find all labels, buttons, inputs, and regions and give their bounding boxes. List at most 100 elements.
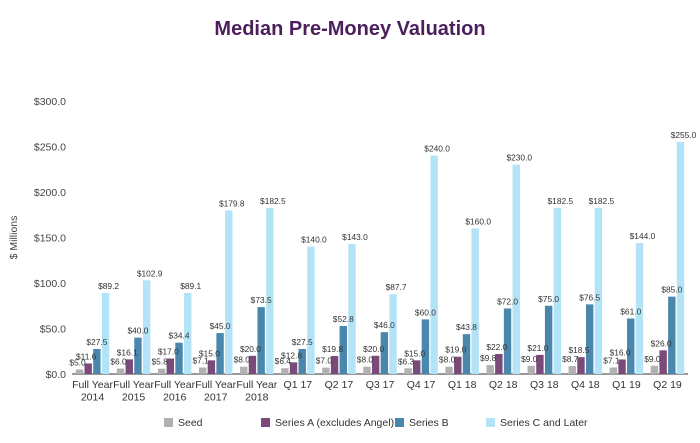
bar-1-1 — [125, 359, 133, 374]
y-tick-label: $50.0 — [40, 324, 66, 336]
bar-0-2 — [157, 368, 166, 374]
x-tick-label: Q2 18 — [489, 379, 518, 391]
bar-value-label: $40.0 — [127, 326, 148, 336]
legend-swatch — [261, 418, 270, 427]
bar-value-label: $20.0 — [363, 344, 384, 354]
legend-label: Seed — [178, 417, 203, 429]
bar-3-5 — [307, 246, 315, 374]
x-tick-label-line: Q4 18 — [571, 379, 600, 391]
bar-3-10 — [512, 164, 520, 374]
bar-value-label: $8.7 — [562, 354, 579, 364]
x-tick-label-line: Q2 17 — [325, 379, 354, 391]
bar-1-7 — [371, 355, 380, 374]
bar-1-12 — [577, 357, 585, 374]
bar-2-4 — [257, 307, 265, 374]
x-tick-label: Full Year 2016 — [154, 379, 195, 404]
bar-0-3 — [198, 367, 207, 374]
x-tick-label-line: Q2 18 — [489, 379, 518, 391]
bar-value-label: $179.8 — [219, 198, 245, 208]
bar-value-label: $6.3 — [398, 356, 415, 366]
legend-swatch — [486, 418, 495, 427]
bar-value-label: $27.5 — [86, 337, 107, 347]
x-tick-label-line: Q2 19 — [653, 379, 682, 391]
y-axis: $0.0 $50.0 $100.0 $150.0 $200.0 $250.0 $300.0 — [34, 96, 66, 381]
bar-1-3 — [207, 360, 216, 374]
bar-3-14 — [676, 141, 685, 374]
bar-3-4 — [266, 207, 274, 374]
legend-label: Series A (excludes Angel) — [275, 417, 394, 429]
bar-2-14 — [668, 296, 676, 374]
y-tick-label: $150.0 — [34, 233, 66, 245]
x-tick-label: Q2 17 — [325, 379, 354, 391]
bar-value-label: $52.8 — [333, 314, 354, 324]
x-tick-label-line: Full Year — [113, 379, 154, 391]
x-tick-label-line: Q1 19 — [612, 379, 641, 391]
bar-value-label: $20.0 — [240, 344, 261, 354]
bar-2-5 — [298, 348, 306, 374]
bar-2-2 — [175, 342, 183, 374]
y-tick-label: $100.0 — [34, 278, 66, 290]
bar-value-label: $46.0 — [374, 320, 395, 330]
legend-label: Series B — [409, 417, 449, 429]
bar-value-label: $17.0 — [158, 347, 179, 357]
x-tick-label: Q1 18 — [448, 379, 477, 391]
bar-value-label: $230.0 — [506, 153, 532, 163]
bar-0-12 — [568, 366, 576, 374]
bar-value-label: $143.0 — [342, 232, 368, 242]
bar-value-label: $8.0 — [439, 355, 456, 365]
bar-0-1 — [116, 368, 125, 374]
bar-value-label: $182.5 — [589, 196, 615, 206]
bar-0-14 — [650, 365, 659, 374]
legend-swatch — [395, 418, 404, 427]
chart-title: Median Pre-Money Valuation — [214, 18, 486, 40]
bar-value-label: $9.0 — [521, 354, 538, 364]
bar-0-5 — [281, 368, 289, 374]
bar-3-9 — [471, 228, 479, 374]
bar-value-label: $45.0 — [210, 321, 231, 331]
bar-1-8 — [413, 360, 421, 374]
bar-value-label: $22.0 — [486, 342, 507, 352]
x-tick-label-line: Q1 17 — [284, 379, 313, 391]
bar-2-12 — [585, 304, 594, 374]
bar-value-label: $76.5 — [579, 292, 600, 302]
bar-2-8 — [421, 319, 430, 374]
bar-value-label: $240.0 — [424, 144, 450, 154]
y-axis-label: $ Millions — [8, 216, 20, 260]
x-tick-label: Q4 17 — [407, 379, 436, 391]
bar-value-label: $19.8 — [322, 344, 343, 354]
x-tick-label: Full Year 2018 — [236, 379, 277, 404]
bar-3-3 — [225, 210, 233, 374]
x-tick-label-line: Q4 17 — [407, 379, 436, 391]
x-tick-label: Q3 18 — [530, 379, 559, 391]
bar-value-label: $15.0 — [199, 348, 220, 358]
bar-1-14 — [659, 350, 667, 374]
bar-3-0 — [101, 292, 110, 374]
bar-value-label: $160.0 — [465, 216, 491, 226]
x-tick-label-line: Full Year — [154, 379, 195, 391]
x-tick-label: Full Year 2014 — [72, 379, 113, 404]
bar-value-label: $27.5 — [292, 337, 313, 347]
bar-value-label: $21.0 — [527, 343, 548, 353]
bar-value-label: $12.8 — [281, 350, 302, 360]
bar-value-label: $19.0 — [445, 345, 466, 355]
bar-value-label: $5.0 — [69, 357, 86, 367]
bar-value-label: $34.4 — [169, 331, 190, 341]
x-tick-label: Q4 18 — [571, 379, 600, 391]
bar-1-11 — [536, 354, 544, 374]
bar-value-label: $7.1 — [603, 356, 620, 366]
bar-value-label: $182.5 — [260, 196, 286, 206]
bar-2-10 — [503, 308, 512, 374]
bar-3-2 — [184, 292, 192, 374]
bar-2-7 — [380, 332, 389, 374]
bar-0-8 — [404, 368, 412, 374]
bar-value-label: $140.0 — [301, 235, 327, 245]
bar-3-13 — [635, 242, 644, 374]
bar-value-label: $16.0 — [610, 347, 631, 357]
bar-value-label: $89.1 — [180, 281, 201, 291]
bar-value-label: $72.0 — [497, 296, 518, 306]
bar-value-label: $8.0 — [357, 355, 374, 365]
legend-swatch — [164, 418, 173, 427]
bar-value-label: $9.8 — [480, 353, 497, 363]
